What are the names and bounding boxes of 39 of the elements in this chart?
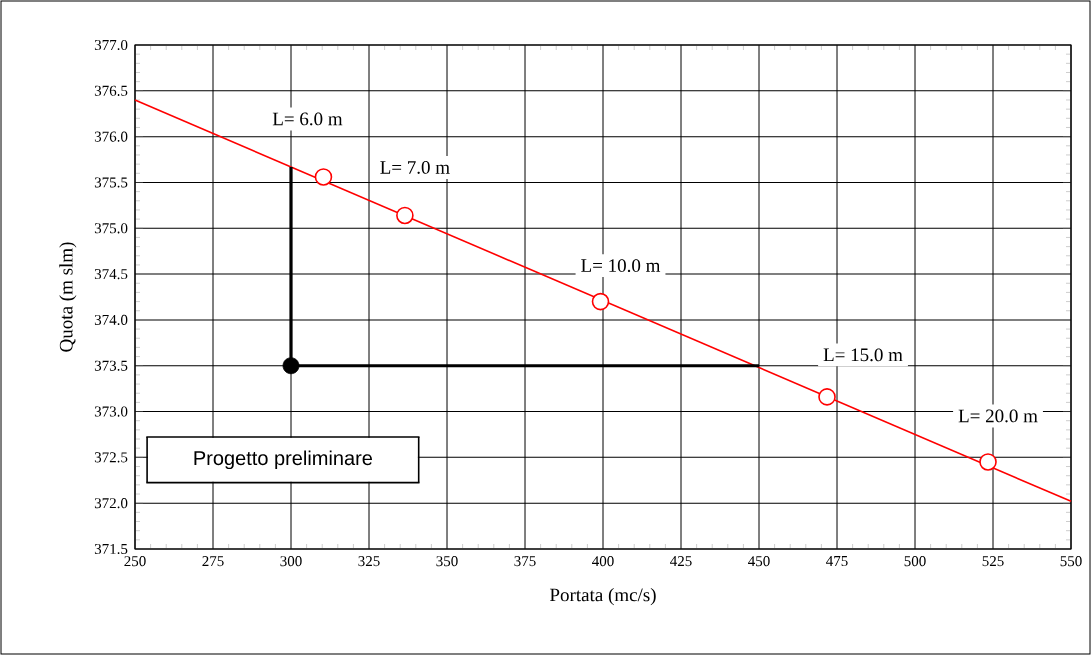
y-tick-label: 374.5 [94, 269, 128, 280]
x-tick-label: 400 [592, 556, 614, 567]
y-tick-label: 375.0 [94, 223, 128, 234]
x-tick-label: 275 [202, 556, 224, 567]
annotation: L= 10.0 m [581, 259, 661, 273]
y-tick-label: 377.0 [94, 39, 128, 51]
annotation: L= 20.0 m [958, 409, 1038, 423]
point [314, 168, 333, 186]
y-tick-label: 376.0 [94, 131, 128, 142]
y-tick-label: 375.5 [94, 177, 128, 188]
point [979, 453, 997, 471]
x-tick-label: 525 [982, 556, 1004, 567]
y-tick-label: 372.0 [94, 498, 128, 509]
x-tick-label: 375 [514, 556, 536, 567]
point [818, 388, 836, 406]
x-tick-label: 475 [826, 556, 848, 567]
annotation: L= 6.0 m [272, 112, 343, 126]
x-axis-title: Portata (mc/s) [549, 587, 656, 606]
x-tick-label: 300 [280, 556, 302, 567]
x-tick-label: 250 [124, 556, 146, 567]
annotation: L= 7.0 m [380, 160, 450, 174]
point [282, 357, 300, 375]
y-tick-label: 372.5 [94, 452, 128, 463]
x-tick-label: 500 [904, 556, 926, 567]
x-tick-label: 425 [670, 556, 692, 567]
point [591, 292, 610, 311]
y-axis-title: Quota (m slm) [59, 242, 77, 352]
annotation: Progetto preliminare [194, 450, 372, 470]
y-tick-label: 374.0 [94, 314, 128, 326]
x-tick-label: 325 [358, 556, 380, 567]
annotation: L= 15.0 m [823, 348, 903, 362]
x-tick-label: 550 [1060, 556, 1082, 567]
y-tick-label: 373.5 [94, 360, 128, 371]
point [396, 206, 414, 225]
y-tick-label: 373.0 [94, 406, 128, 417]
y-tick-label: 376.5 [94, 85, 128, 96]
x-tick-label: 350 [436, 556, 458, 567]
x-tick-label: 450 [748, 556, 770, 567]
y-tick-label: 371.5 [94, 543, 128, 555]
